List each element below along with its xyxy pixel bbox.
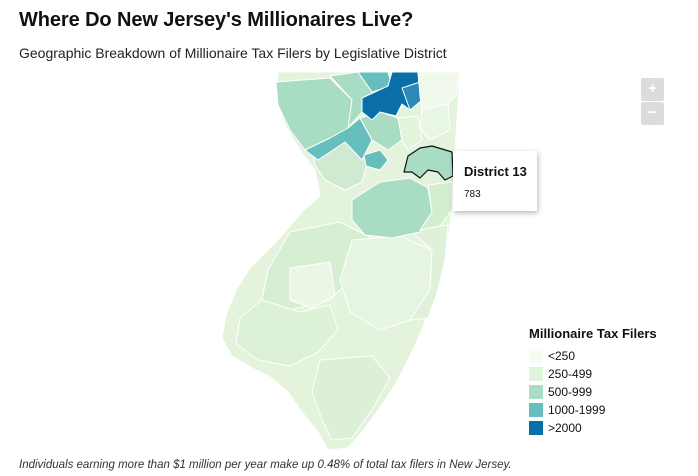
legend-label: >2000 [548, 421, 582, 435]
legend-title: Millionaire Tax Filers [529, 326, 657, 341]
legend-swatch [529, 349, 543, 363]
district-area-middlesex[interactable] [419, 181, 453, 231]
legend-swatch [529, 385, 543, 399]
district-13-highlight[interactable] [403, 145, 454, 181]
district-area-bergen[interactable] [361, 71, 421, 121]
footnote: Individuals earning more than $1 million… [19, 459, 512, 471]
legend-item: >2000 [529, 419, 689, 437]
legend: Millionaire Tax Filers <250 250-499 500-… [529, 326, 689, 437]
district-area-coast[interactable] [409, 224, 449, 321]
district-area-union[interactable] [363, 149, 389, 171]
legend-swatch [529, 367, 543, 381]
legend-item: 500-999 [529, 383, 689, 401]
page-title: Where Do New Jersey's Millionaires Live? [19, 9, 414, 31]
legend-swatch [529, 421, 543, 435]
district-area-burlington[interactable] [289, 261, 336, 309]
legend-label: 250-499 [548, 367, 593, 381]
legend-swatch [529, 403, 543, 417]
zoom-in-button[interactable]: + [641, 78, 664, 101]
tooltip-value: 783 [464, 189, 481, 200]
legend-item: 250-499 [529, 365, 689, 383]
district-area-cape[interactable] [311, 355, 391, 441]
legend-label: 500-999 [548, 385, 593, 399]
legend-item: <250 [529, 347, 689, 365]
district-area-ne-strip[interactable] [419, 103, 451, 141]
district-tooltip: District 13 783 [453, 151, 537, 211]
tooltip-title: District 13 [464, 164, 527, 179]
district-area-hudson[interactable] [397, 115, 423, 151]
legend-item: 1000-1999 [529, 401, 689, 419]
legend-label: 1000-1999 [548, 403, 606, 417]
page-subtitle: Geographic Breakdown of Millionaire Tax … [19, 45, 447, 61]
district-area-southwest[interactable] [235, 299, 339, 367]
legend-label: <250 [548, 349, 576, 363]
zoom-out-button[interactable]: − [641, 102, 664, 125]
